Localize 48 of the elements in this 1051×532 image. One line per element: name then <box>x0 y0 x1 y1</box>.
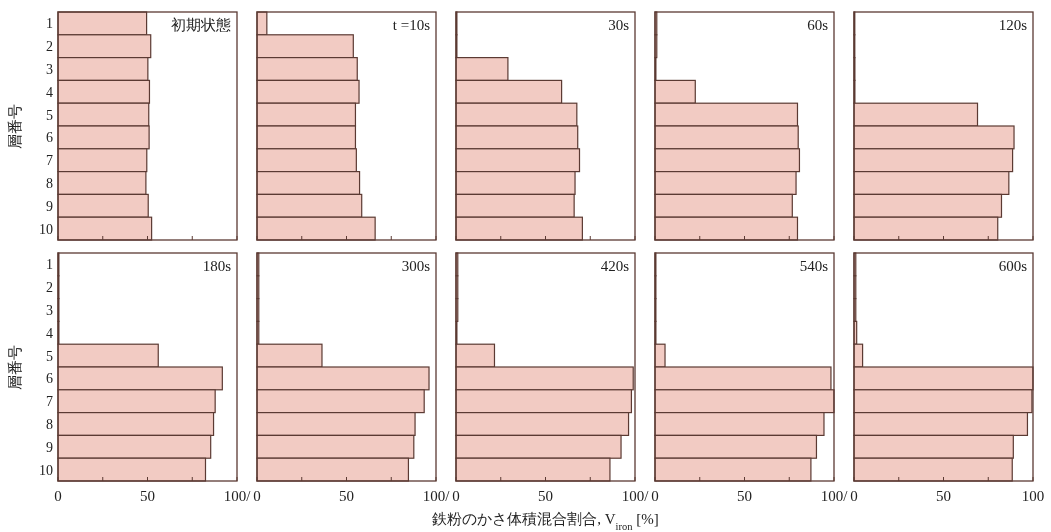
y-tick-label: 5 <box>46 348 53 364</box>
y-tick-label: 6 <box>46 130 53 146</box>
chart-title: 初期状態 <box>171 17 231 33</box>
chart-title: t =10s <box>392 17 431 33</box>
y-tick-label: 4 <box>46 84 53 100</box>
x-axis-title: 鉄粉のかさ体積混合割合, V$_{iron}$ [%] <box>432 511 659 532</box>
x-tick-label: 0 <box>651 488 659 504</box>
x-tick-label: 50 <box>140 488 155 504</box>
x-tick-label: 0 <box>54 488 62 504</box>
y-tick-label: 3 <box>46 62 53 77</box>
chart-title: 30s <box>608 17 630 33</box>
chart-title: 180s <box>202 258 232 274</box>
x-tick-label: 50 <box>339 488 354 504</box>
x-tick-label: 0 <box>452 488 460 504</box>
chart-title: 420s <box>600 258 630 274</box>
y-tick-label: 6 <box>46 371 53 387</box>
y-tick-label: 5 <box>46 107 53 123</box>
y-tick-label: 2 <box>46 280 53 296</box>
x-tick-label: 50 <box>737 488 752 504</box>
y-tick-label: 10 <box>39 221 53 237</box>
x-tick-label: 0 <box>253 488 261 504</box>
x-tick-label: 100/ <box>422 488 451 504</box>
x-tick-label: 100 <box>1021 488 1045 504</box>
x-tick-label: 100/ <box>621 488 650 504</box>
y-tick-label: 1 <box>46 257 53 273</box>
x-tick-label: 100/ <box>820 488 849 504</box>
y-tick-label: 4 <box>46 325 53 341</box>
y-tick-label: 7 <box>46 394 53 410</box>
chart-title: 60s <box>807 17 829 33</box>
y-tick-label: 8 <box>46 417 53 432</box>
y-tick-label: 7 <box>46 153 53 169</box>
y-axis-title: 層番号 <box>7 103 23 149</box>
chart-title: 540s <box>799 258 829 274</box>
y-tick-label: 9 <box>46 439 53 455</box>
y-tick-label: 9 <box>46 198 53 214</box>
x-tick-label: 100/ <box>223 488 252 504</box>
chart-title: 600s <box>998 258 1028 274</box>
chart-title: 120s <box>998 17 1028 33</box>
x-tick-label: 50 <box>538 488 553 504</box>
x-tick-label: 50 <box>936 488 951 504</box>
y-tick-label: 1 <box>46 16 53 32</box>
chart-title: 300s <box>401 258 431 274</box>
y-tick-label: 2 <box>46 39 53 55</box>
y-tick-label: 10 <box>39 462 53 478</box>
x-tick-label: 0 <box>850 488 858 504</box>
y-tick-label: 3 <box>46 303 53 318</box>
y-tick-label: 8 <box>46 176 53 191</box>
y-axis-title: 層番号 <box>7 344 23 390</box>
